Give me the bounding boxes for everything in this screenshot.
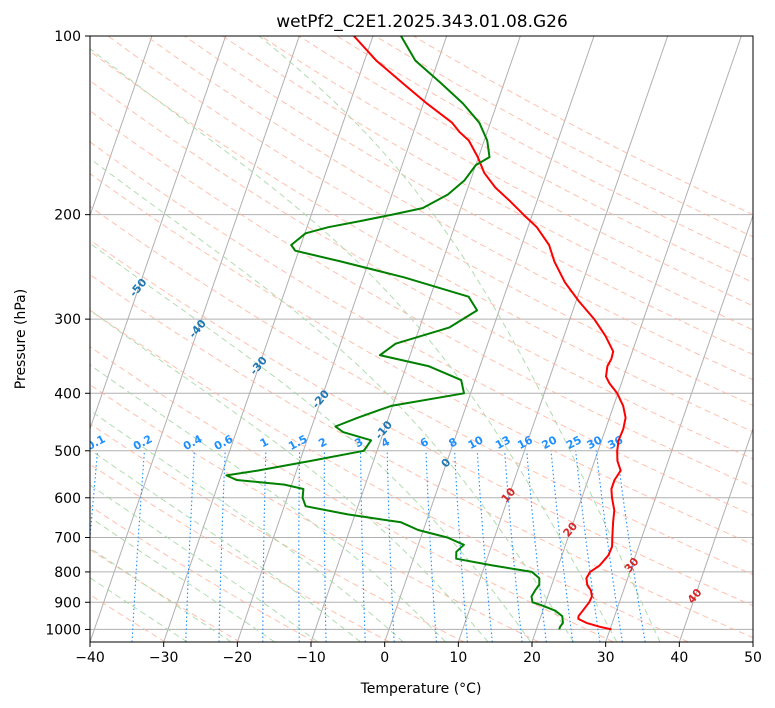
y-tick-label: 500	[54, 444, 81, 460]
moist-adiabat-line	[90, 242, 532, 642]
dry-adiabat-line	[90, 80, 753, 460]
x-tick-label: −30	[149, 650, 179, 666]
dry-adiabat-line	[90, 173, 753, 546]
moist-adiabat-line	[90, 309, 489, 642]
isotherm-line	[163, 36, 374, 642]
dewpoint-profile	[225, 36, 564, 630]
y-axis-label: Pressure (hPa)	[13, 289, 29, 389]
y-tick-label: 900	[54, 595, 81, 611]
x-axis-label: Temperature (°C)	[360, 681, 482, 697]
dry-adiabat-line	[184, 36, 753, 356]
x-tick-label: 20	[523, 650, 541, 666]
isotherm-line	[236, 36, 448, 642]
isotherm-line	[384, 36, 595, 642]
x-tick-label: −10	[296, 650, 326, 666]
x-tick-label: −20	[223, 650, 253, 666]
mixing-ratio-line	[526, 450, 547, 642]
dry-adiabat-line	[90, 384, 540, 642]
isotherm-line	[605, 213, 753, 642]
chart-title: wetPf2_C2E1.2025.343.01.08.G26	[276, 12, 568, 32]
isotherm-line	[678, 427, 753, 642]
x-tick-label: −40	[75, 650, 105, 666]
dry-adiabat-line	[298, 36, 753, 283]
mixing-ratio-line	[476, 450, 493, 642]
moist-adiabat-line	[90, 157, 575, 642]
moist-adiabat-line	[90, 409, 404, 642]
moist-adiabat-line	[90, 516, 275, 642]
x-tick-label: 0	[380, 650, 389, 666]
x-tick-label: 10	[449, 650, 467, 666]
mixing-ratio-line	[185, 450, 195, 642]
axes: −40 −30 −20 −10 0 10 20 30 40 50 1000 900 800 700 600 5…	[45, 29, 762, 666]
x-tick-label: 50	[744, 650, 762, 666]
dry-adiabat-line	[222, 36, 753, 331]
dry-adiabat-line	[90, 548, 241, 642]
mixing-ratio-label: 13	[493, 433, 513, 452]
moist-adiabat-line	[258, 36, 661, 642]
dry-adiabat-line	[90, 505, 315, 642]
isotherm-line	[531, 36, 742, 642]
moist-adiabat-line	[90, 484, 319, 642]
mixing-ratio-label: 10	[466, 433, 486, 452]
dry-adiabat-line	[90, 309, 689, 642]
dry-adiabat-line	[90, 273, 753, 639]
y-tick-label: 100	[54, 29, 81, 45]
mixing-ratio-label: 20	[540, 433, 560, 452]
y-tick-label: 200	[54, 208, 81, 224]
isotherm-line	[90, 36, 227, 431]
mixing-ratio-label: 16	[515, 433, 535, 452]
x-tick-label: 30	[597, 650, 615, 666]
mixing-ratio-line	[131, 450, 145, 642]
x-tick-label: 40	[670, 650, 688, 666]
mixing-ratio-line	[90, 450, 99, 545]
mixing-ratio-line	[454, 450, 469, 642]
dry-adiabat-line	[90, 239, 753, 607]
mixing-ratio-line	[504, 450, 523, 642]
plot-frame	[89, 35, 754, 643]
y-tick-label: 800	[54, 565, 81, 581]
dry-adiabat-line	[90, 205, 753, 576]
dry-adiabat-line	[90, 141, 753, 516]
isotherm-line	[90, 36, 153, 218]
isotherm-line	[457, 36, 669, 642]
moist-adiabat-line	[90, 48, 618, 642]
dry-adiabat-line	[90, 423, 465, 642]
y-tick-label: 400	[54, 386, 81, 402]
mixing-ratio-line	[550, 450, 574, 642]
y-tick-label: 300	[54, 312, 81, 328]
dry-adiabat-line	[90, 50, 753, 433]
y-tick-label: 600	[54, 491, 81, 507]
mixing-ratio-line	[386, 450, 395, 642]
mixing-ratio-line	[575, 450, 601, 642]
mixing-ratio-line	[595, 450, 623, 642]
mixing-ratio-label: 25	[564, 433, 584, 452]
temperature-profile	[353, 36, 627, 631]
y-tick-label: 1000	[45, 622, 81, 638]
mixing-ratio-line	[425, 450, 437, 642]
mixing-ratio-label: 30	[585, 433, 605, 452]
dry-adiabat-line	[107, 36, 753, 407]
y-tick-label: 700	[54, 531, 81, 547]
